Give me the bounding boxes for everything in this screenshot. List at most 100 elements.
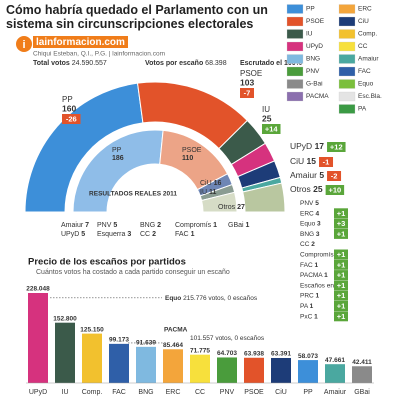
other-party: BNG 3 (300, 231, 320, 238)
party-label: UPyD 17 (290, 141, 324, 151)
legend-swatch (338, 41, 356, 52)
x-tick-label: CiU (275, 389, 287, 396)
legend-swatch (286, 79, 304, 89)
other-party: Compromís 2 (300, 251, 339, 258)
seat-segment (200, 191, 238, 213)
party-name: Equo (300, 220, 316, 227)
party-label: Otros 25 (290, 184, 323, 194)
legend-label: PA (358, 106, 367, 113)
seat-count: 1 (324, 272, 328, 279)
legend-swatch (286, 54, 304, 64)
seat-count: 17 (315, 141, 325, 151)
party-label: Otros 27 (218, 204, 245, 211)
party-name: PSOE (240, 69, 262, 78)
change-badge (334, 228, 348, 239)
change-label: +1 (337, 250, 346, 259)
other-party: PxC 1 (300, 313, 318, 320)
brand-box (33, 36, 128, 48)
party-label: IU 11 (200, 189, 216, 196)
seat-count: 5 (113, 222, 117, 229)
party-name: PNV (97, 222, 112, 229)
seat-count: 1 (310, 303, 314, 310)
seat-count: 5 (319, 170, 324, 180)
value-label: 42.411 (352, 359, 372, 366)
bar (298, 360, 318, 383)
other-party: PRC 1 (300, 292, 320, 299)
seat-count: 110 (182, 155, 193, 162)
change-label: +1 (337, 209, 346, 218)
party-name: Compromís (175, 222, 212, 229)
party-name: GBai (228, 222, 244, 229)
annotation-text: votos, 0 escaños (208, 295, 258, 302)
seat-count: 25 (313, 184, 323, 194)
seat-count: 4 (316, 210, 320, 217)
bar (109, 343, 129, 383)
seat-count: 11 (209, 189, 217, 196)
change-badge (262, 124, 281, 134)
logo-icon (16, 36, 32, 52)
seat-count: 2 (311, 241, 315, 248)
annotation-name: Equo (165, 295, 181, 302)
legend-swatch (338, 16, 356, 27)
bar-subtitle: Cuántos votos ha costado a cada partido … (36, 269, 230, 276)
party-name: Amaiur (290, 170, 317, 180)
change-label: +1 (337, 291, 346, 300)
x-tick-label: Comp. (82, 389, 103, 396)
party-name: IU (262, 105, 270, 114)
bar-title: Precio de los escaños por partidos (28, 257, 186, 268)
stat-label: Votos por escaño (145, 60, 203, 67)
party-name: Escaños en B. (300, 282, 342, 289)
other-party: FAC 1 (300, 262, 318, 269)
party-name: PRC (300, 292, 314, 299)
stat-label: Total votos (33, 60, 70, 67)
change-label: +14 (265, 124, 279, 133)
legend-swatch (338, 54, 356, 64)
value-label: 63.391 (271, 351, 291, 358)
change-label: +3 (337, 219, 346, 228)
x-tick-label: GBai (354, 389, 370, 396)
party-label: CiU 16 (200, 180, 222, 187)
real-other: UPyD 5 (61, 231, 85, 238)
bar (271, 357, 291, 383)
legend-label: IU (306, 31, 313, 38)
change-label: +10 (329, 185, 342, 194)
party-name: PACMA (300, 272, 323, 279)
x-tick-label: PNV (220, 389, 235, 396)
party-label: CiU 15 (290, 156, 316, 166)
x-tick-label: PSOE (244, 389, 264, 396)
legend-label: BNG (306, 56, 320, 63)
party-name: PSOE (182, 147, 202, 154)
change-badge (334, 311, 348, 322)
party-name: BNG (300, 231, 314, 238)
change-label: +1 (337, 312, 346, 321)
bar (190, 354, 210, 383)
change-badge (334, 208, 348, 219)
seat-count: 103 (240, 77, 254, 87)
party-name: Compromís (300, 251, 334, 258)
change-badge (327, 142, 346, 152)
real-other: BNG 2 (140, 222, 161, 229)
legend-label: PNV (306, 68, 320, 75)
seat-count: 5 (81, 231, 85, 238)
value-label: 71.775 (190, 347, 210, 354)
change-label: +1 (337, 271, 346, 280)
legend-label: CC (358, 43, 368, 50)
x-tick-label: BNG (138, 389, 153, 396)
stat-value: 24.590.557 (72, 60, 107, 67)
party-name: Amaiur (61, 222, 84, 229)
change-label: +12 (330, 142, 343, 151)
inner-title: RESULTADOS REALES 2011 (89, 191, 177, 198)
change-badge (334, 259, 348, 270)
bar (82, 333, 102, 383)
bar (244, 357, 264, 383)
change-badge (334, 280, 348, 291)
change-badge (334, 301, 348, 311)
legend-label: PP (306, 6, 315, 13)
seat-count: 1 (213, 222, 217, 229)
real-other: CC 2 (140, 231, 156, 238)
brand: lainformacion.com (36, 37, 125, 48)
real-other: FAC 1 (175, 231, 195, 238)
x-tick-label: PP (303, 389, 313, 396)
legend-swatch (286, 16, 304, 27)
party-name: FAC (175, 231, 189, 238)
